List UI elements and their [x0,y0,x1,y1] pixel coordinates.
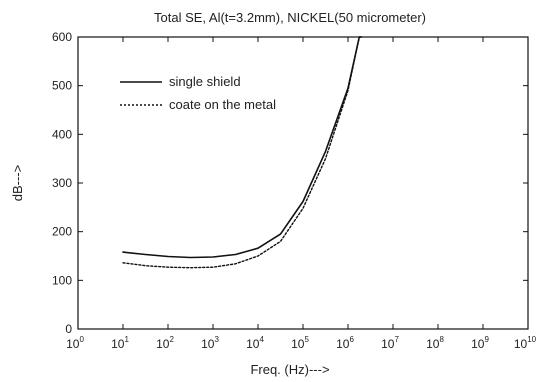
x-tick-label: 108 [426,335,444,351]
plot-frame [77,36,529,330]
x-tick-label: 101 [111,335,129,351]
legend-label-coated: coate on the metal [169,97,276,112]
x-axis: 100 101 102 103 104 105 106 107 108 109 1010 [66,37,537,351]
x-tick-label: 107 [381,335,399,351]
x-tick-label: 103 [201,335,219,351]
series-layer [122,36,363,269]
x-tick-label: 105 [291,335,309,351]
chart-title: Total SE, Al(t=3.2mm), NICKEL(50 microme… [154,10,426,25]
y-tick-label: 200 [52,225,72,239]
legend-label-single-shield: single shield [169,74,241,89]
x-axis-label: Freq. (Hz)---> [250,362,329,377]
y-tick-label: 600 [52,30,72,44]
series-line-single-shield [122,36,363,259]
y-tick-label: 0 [65,322,72,336]
x-tick-label: 1010 [514,335,537,351]
y-axis: 0 100 200 300 400 500 600 [52,30,528,336]
legend: single shield coate on the metal [120,74,276,112]
x-tick-label: 102 [156,335,174,351]
x-tick-label: 100 [66,335,84,351]
y-tick-label: 500 [52,79,72,93]
x-tick-label: 106 [336,335,354,351]
x-tick-label: 109 [471,335,489,351]
y-tick-label: 300 [52,176,72,190]
y-tick-label: 400 [52,127,72,141]
x-tick-label: 104 [246,335,264,351]
y-tick-label: 100 [52,273,72,287]
y-axis-label: dB---> [10,165,25,201]
series-line-coated [122,36,363,269]
